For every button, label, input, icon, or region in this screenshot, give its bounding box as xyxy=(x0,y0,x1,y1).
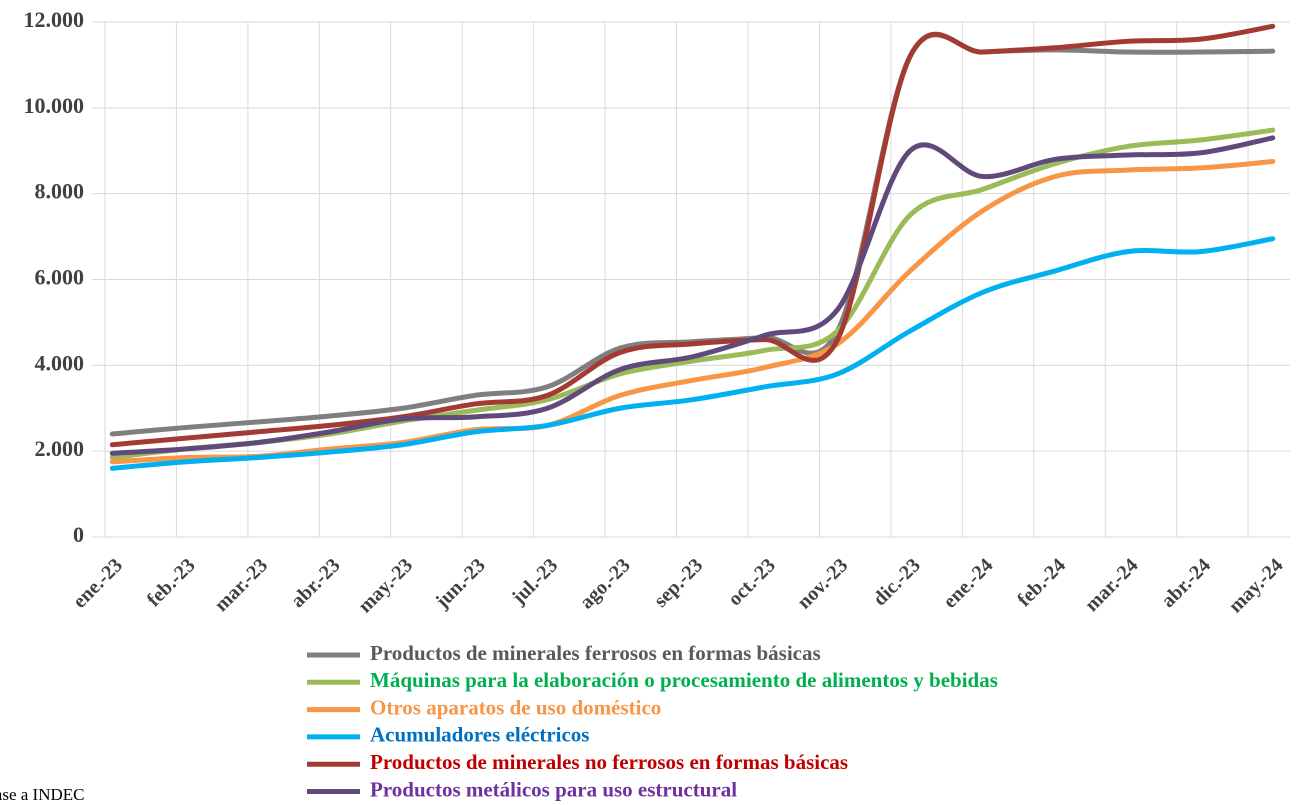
series-line xyxy=(109,127,1276,461)
y-tick-label: 6.000 xyxy=(35,265,85,290)
x-tick-label: jul.-23 xyxy=(507,554,562,609)
x-tick-label: ene.-24 xyxy=(939,554,997,612)
y-tick-label: 8.000 xyxy=(35,179,85,204)
x-tick-label: may.-23 xyxy=(354,554,417,617)
x-tick-label: feb.-23 xyxy=(143,554,200,611)
x-tick-label: jun.-23 xyxy=(431,554,490,613)
source-note: en base a INDEC xyxy=(0,785,85,804)
series-line xyxy=(109,236,1276,471)
x-tick-label: sep.-23 xyxy=(650,554,708,612)
y-tick-label: 12.000 xyxy=(24,7,85,32)
y-tick-label: 4.000 xyxy=(35,350,85,375)
x-tick-label: ene.-23 xyxy=(69,554,127,612)
x-tick-label: abr.-24 xyxy=(1157,554,1215,612)
legend-label: Productos metálicos para uso estructural xyxy=(370,777,737,801)
x-tick-label: ago.-23 xyxy=(576,554,635,613)
y-tick-label: 10.000 xyxy=(24,93,85,118)
legend-label: Productos de minerales no ferrosos en fo… xyxy=(370,750,848,774)
x-tick-label: may.-24 xyxy=(1224,554,1287,617)
x-tick-label: dic.-23 xyxy=(869,554,925,610)
x-tick-label: abr.-23 xyxy=(287,554,345,612)
legend-label: Productos de minerales ferrosos en forma… xyxy=(370,641,821,665)
series-line xyxy=(109,32,1276,437)
legend-label: Máquinas para la elaboración o procesami… xyxy=(370,668,998,692)
series-line xyxy=(109,158,1276,465)
y-tick-label: 2.000 xyxy=(35,436,85,461)
x-tick-label: mar.-24 xyxy=(1081,554,1143,616)
x-tick-label: nov.-23 xyxy=(793,554,852,613)
legend-label: Otros aparatos de uso doméstico xyxy=(370,695,661,719)
legend-label: Acumuladores eléctricos xyxy=(370,723,589,747)
x-tick-label: mar.-23 xyxy=(210,554,272,616)
series-line xyxy=(109,135,1276,456)
y-tick-label: 0 xyxy=(73,522,84,547)
x-tick-label: feb.-24 xyxy=(1013,554,1070,611)
x-tick-label: oct.-23 xyxy=(724,554,780,610)
